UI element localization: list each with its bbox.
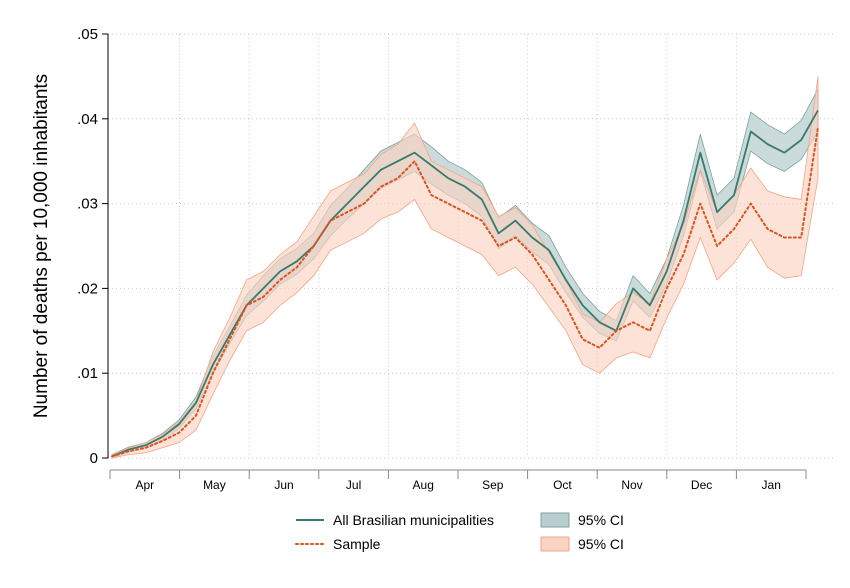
series-line-1 [111,126,819,458]
y-tick-label: 0 [90,450,98,467]
axes: 0 .01 .02 .03 .04 .05 Apr May Jun Jul Aug Sep Oct Nov… [77,26,807,492]
y-tick-label: .03 [77,196,98,213]
ci-bands [111,76,819,459]
y-axis-label: Number of deaths per 10,000 inhabitants [31,74,52,418]
y-tick-label: .02 [77,280,98,297]
ci-band-0 [111,88,819,459]
legend-item: 95% CI [540,536,624,552]
legend-label: 95% CI [578,536,624,552]
y-tick-label: .01 [77,365,98,382]
legend: All Brasilian municipalities 95% CI Sample… [295,512,624,552]
legend-item: All Brasilian municipalities [296,512,494,528]
x-tick-label: Jun [274,478,293,492]
x-tick-label: Jul [346,478,361,492]
x-tick-label: Oct [553,478,572,492]
legend-label: Sample [333,536,381,552]
gridlines [108,33,833,459]
legend-item: 95% CI [540,512,624,528]
legend-label: 95% CI [578,512,624,528]
legend-item: Sample [295,536,381,552]
x-tick-label: Jan [762,478,781,492]
ci-band-1 [111,76,819,459]
legend-swatch [540,536,570,552]
series-lines [111,109,819,458]
y-tick-label: .05 [77,26,98,43]
legend-label: All Brasilian municipalities [333,512,494,528]
legend-swatch [540,512,570,528]
x-tick-label: May [203,478,226,492]
x-tick-label: Sep [482,478,504,492]
x-tick-label: Nov [621,478,642,492]
y-tick-label: .04 [77,111,98,128]
x-tick-label: Dec [691,478,712,492]
x-tick-label: Apr [135,478,154,492]
x-tick-label: Aug [413,478,434,492]
series-line-0 [111,109,819,458]
